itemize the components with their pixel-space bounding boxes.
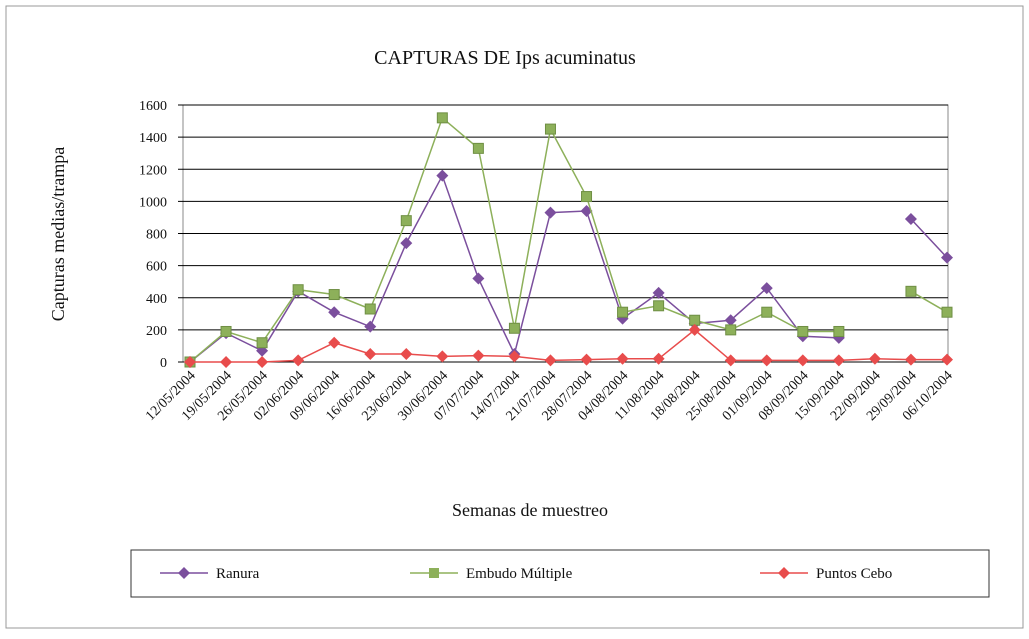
marker bbox=[364, 303, 376, 315]
marker bbox=[941, 353, 953, 366]
marker bbox=[436, 350, 449, 363]
marker bbox=[436, 112, 448, 124]
y-tick-label: 800 bbox=[146, 228, 167, 243]
marker bbox=[544, 206, 557, 219]
marker bbox=[904, 353, 917, 366]
y-tick-label: 400 bbox=[146, 292, 167, 307]
marker bbox=[400, 237, 413, 250]
marker bbox=[544, 123, 556, 135]
marker bbox=[796, 354, 809, 367]
y-tick-label: 1200 bbox=[139, 163, 167, 178]
legend-marker bbox=[429, 568, 439, 578]
marker bbox=[508, 350, 521, 363]
marker bbox=[904, 213, 917, 226]
marker bbox=[941, 306, 953, 318]
marker bbox=[653, 300, 665, 312]
legend-label: Puntos Cebo bbox=[816, 566, 892, 582]
series-line bbox=[190, 328, 947, 363]
marker bbox=[580, 353, 593, 366]
y-tick-label: 200 bbox=[146, 324, 167, 339]
marker bbox=[652, 352, 665, 365]
marker bbox=[472, 142, 484, 154]
x-axis-label: Semanas de muestreo bbox=[452, 500, 608, 520]
y-tick-label: 1600 bbox=[139, 99, 167, 114]
legend-marker bbox=[778, 567, 790, 579]
marker bbox=[328, 289, 340, 301]
y-axis-label: Capturas medias/trampa bbox=[48, 147, 68, 321]
marker bbox=[724, 354, 737, 367]
marker bbox=[220, 325, 232, 337]
marker bbox=[292, 284, 304, 296]
legend-label: Ranura bbox=[216, 566, 260, 582]
marker bbox=[328, 306, 341, 319]
marker bbox=[364, 347, 377, 360]
marker bbox=[400, 347, 413, 360]
marker bbox=[832, 354, 845, 367]
marker bbox=[472, 272, 485, 285]
marker bbox=[436, 169, 449, 182]
marker bbox=[581, 191, 593, 203]
marker bbox=[724, 314, 737, 327]
marker bbox=[616, 352, 629, 365]
marker bbox=[256, 356, 269, 368]
marker bbox=[868, 352, 881, 365]
chart-title: CAPTURAS DE Ips acuminatus bbox=[374, 47, 636, 69]
marker bbox=[725, 324, 737, 336]
marker bbox=[472, 349, 485, 362]
marker bbox=[760, 282, 773, 295]
marker bbox=[652, 286, 665, 299]
marker bbox=[688, 323, 701, 336]
marker bbox=[256, 337, 268, 349]
marker bbox=[364, 320, 377, 333]
marker bbox=[617, 306, 629, 318]
marker bbox=[761, 306, 773, 318]
marker bbox=[508, 322, 520, 334]
marker bbox=[292, 354, 305, 367]
marker bbox=[544, 354, 557, 367]
legend-marker bbox=[178, 567, 190, 579]
marker bbox=[797, 325, 809, 337]
marker bbox=[689, 314, 701, 326]
legend bbox=[130, 549, 990, 598]
marker bbox=[400, 215, 412, 227]
legend-label: Embudo Múltiple bbox=[466, 566, 573, 582]
marker bbox=[905, 285, 917, 297]
marker bbox=[328, 336, 341, 349]
marker bbox=[220, 356, 233, 368]
marker bbox=[941, 251, 953, 264]
marker bbox=[760, 354, 773, 367]
marker bbox=[833, 325, 845, 337]
y-tick-label: 1000 bbox=[139, 195, 167, 210]
y-tick-label: 0 bbox=[160, 356, 167, 371]
marker bbox=[184, 356, 196, 368]
y-tick-label: 1400 bbox=[139, 131, 167, 146]
y-tick-label: 600 bbox=[146, 260, 167, 275]
